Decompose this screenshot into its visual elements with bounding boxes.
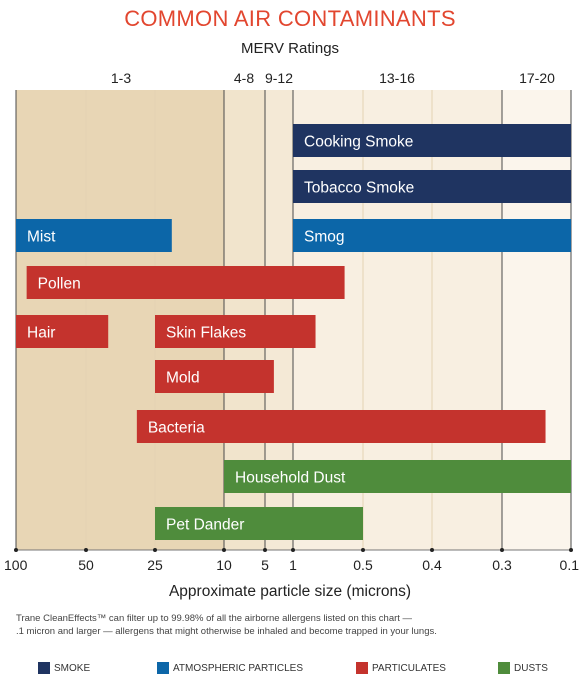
x-tick-mark-5 <box>263 548 267 552</box>
legend-label-dusts: DUSTS <box>514 662 548 674</box>
merv-ratings-heading: MERV Ratings <box>240 40 340 57</box>
x-tick-label-7: 0.5 <box>353 557 373 573</box>
bar-label-household-dust: Household Dust <box>235 470 346 487</box>
merv-label-13-16: 13-16 <box>379 70 415 86</box>
bar-label-skin-flakes: Skin Flakes <box>166 325 246 342</box>
bar-cooking-smoke <box>293 124 571 157</box>
bar-label-pollen: Pollen <box>38 276 81 293</box>
bar-skin-flakes <box>155 315 316 348</box>
x-tick-label-4: 10 <box>216 557 232 573</box>
bar-mold <box>155 360 274 393</box>
x-tick-label-8: 0.4 <box>422 557 442 573</box>
chart-title: COMMON AIR CONTAMINANTS <box>124 6 456 31</box>
x-tick-mark-4 <box>222 548 226 552</box>
bar-label-pet-dander: Pet Dander <box>166 517 244 534</box>
legend-label-particulates: PARTICULATES <box>372 662 446 674</box>
x-tick-mark-1 <box>14 548 18 552</box>
x-tick-mark-9 <box>500 548 504 552</box>
merv-label-1-3: 1-3 <box>111 70 131 86</box>
bar-label-bacteria: Bacteria <box>148 420 205 437</box>
x-tick-label-2: 50 <box>78 557 94 573</box>
x-tick-label-1: 100 <box>4 557 28 573</box>
legend-swatch-particulates <box>356 662 368 674</box>
bar-mist <box>16 219 172 252</box>
x-tick-label-3: 25 <box>147 557 163 573</box>
x-axis-title: Approximate particle size (microns) <box>169 583 411 600</box>
legend-item-atmospheric: ATMOSPHERIC PARTICLES <box>157 662 303 674</box>
x-tick-mark-7 <box>361 548 365 552</box>
bar-label-smog: Smog <box>304 229 345 246</box>
x-tick-label-9: 0.3 <box>492 557 512 573</box>
bar-label-mold: Mold <box>166 370 200 387</box>
x-tick-mark-6 <box>291 548 295 552</box>
bar-hair <box>16 315 109 348</box>
air-contaminants-chart: 1-3 4-8 9-12 13-16 17-20 Cooking Smoke Tobacco… <box>4 70 580 600</box>
bar-tobacco-smoke <box>293 170 571 203</box>
x-tick-mark-10 <box>569 548 573 552</box>
legend-item-smoke: SMOKE <box>38 662 90 674</box>
legend-label-smoke: SMOKE <box>54 662 91 674</box>
x-tick-label-5: 5 <box>261 557 269 573</box>
merv-label-4-8: 4-8 <box>234 70 254 86</box>
filter-note: Trane CleanEffects™ can filter up to 99.… <box>16 612 576 638</box>
x-tick-mark-3 <box>153 548 157 552</box>
legend-item-particulates: PARTICULATES <box>356 662 446 674</box>
bar-household-dust <box>224 460 571 493</box>
bar-label-mist: Mist <box>27 229 56 246</box>
x-tick-mark-2 <box>84 548 88 552</box>
bar-label-tobacco-smoke: Tobacco Smoke <box>304 180 414 197</box>
note-line-1: Trane CleanEffects™ can filter up to 99.… <box>16 613 413 624</box>
bar-label-hair: Hair <box>27 325 55 342</box>
legend-item-dusts: DUSTS <box>498 662 548 674</box>
x-tick-label-10: 0.1 <box>560 557 580 573</box>
legend-swatch-atmospheric <box>157 662 169 674</box>
x-tick-mark-8 <box>430 548 434 552</box>
merv-label-17-20: 17-20 <box>519 70 555 86</box>
bar-label-cooking-smoke: Cooking Smoke <box>304 134 413 151</box>
bar-smog <box>293 219 571 252</box>
bar-pollen <box>26 266 345 299</box>
note-line-2: .1 micron and larger — allergens that mi… <box>16 626 437 637</box>
legend-label-atmospheric: ATMOSPHERIC PARTICLES <box>173 662 304 674</box>
bar-bacteria <box>136 410 546 443</box>
legend: SMOKE ATMOSPHERIC PARTICLES PARTICULATES… <box>0 662 580 680</box>
x-tick-label-6: 1 <box>289 557 297 573</box>
merv-label-9-12: 9-12 <box>265 70 293 86</box>
legend-swatch-dusts <box>498 662 510 674</box>
bar-pet-dander <box>155 507 363 540</box>
legend-swatch-smoke <box>38 662 50 674</box>
